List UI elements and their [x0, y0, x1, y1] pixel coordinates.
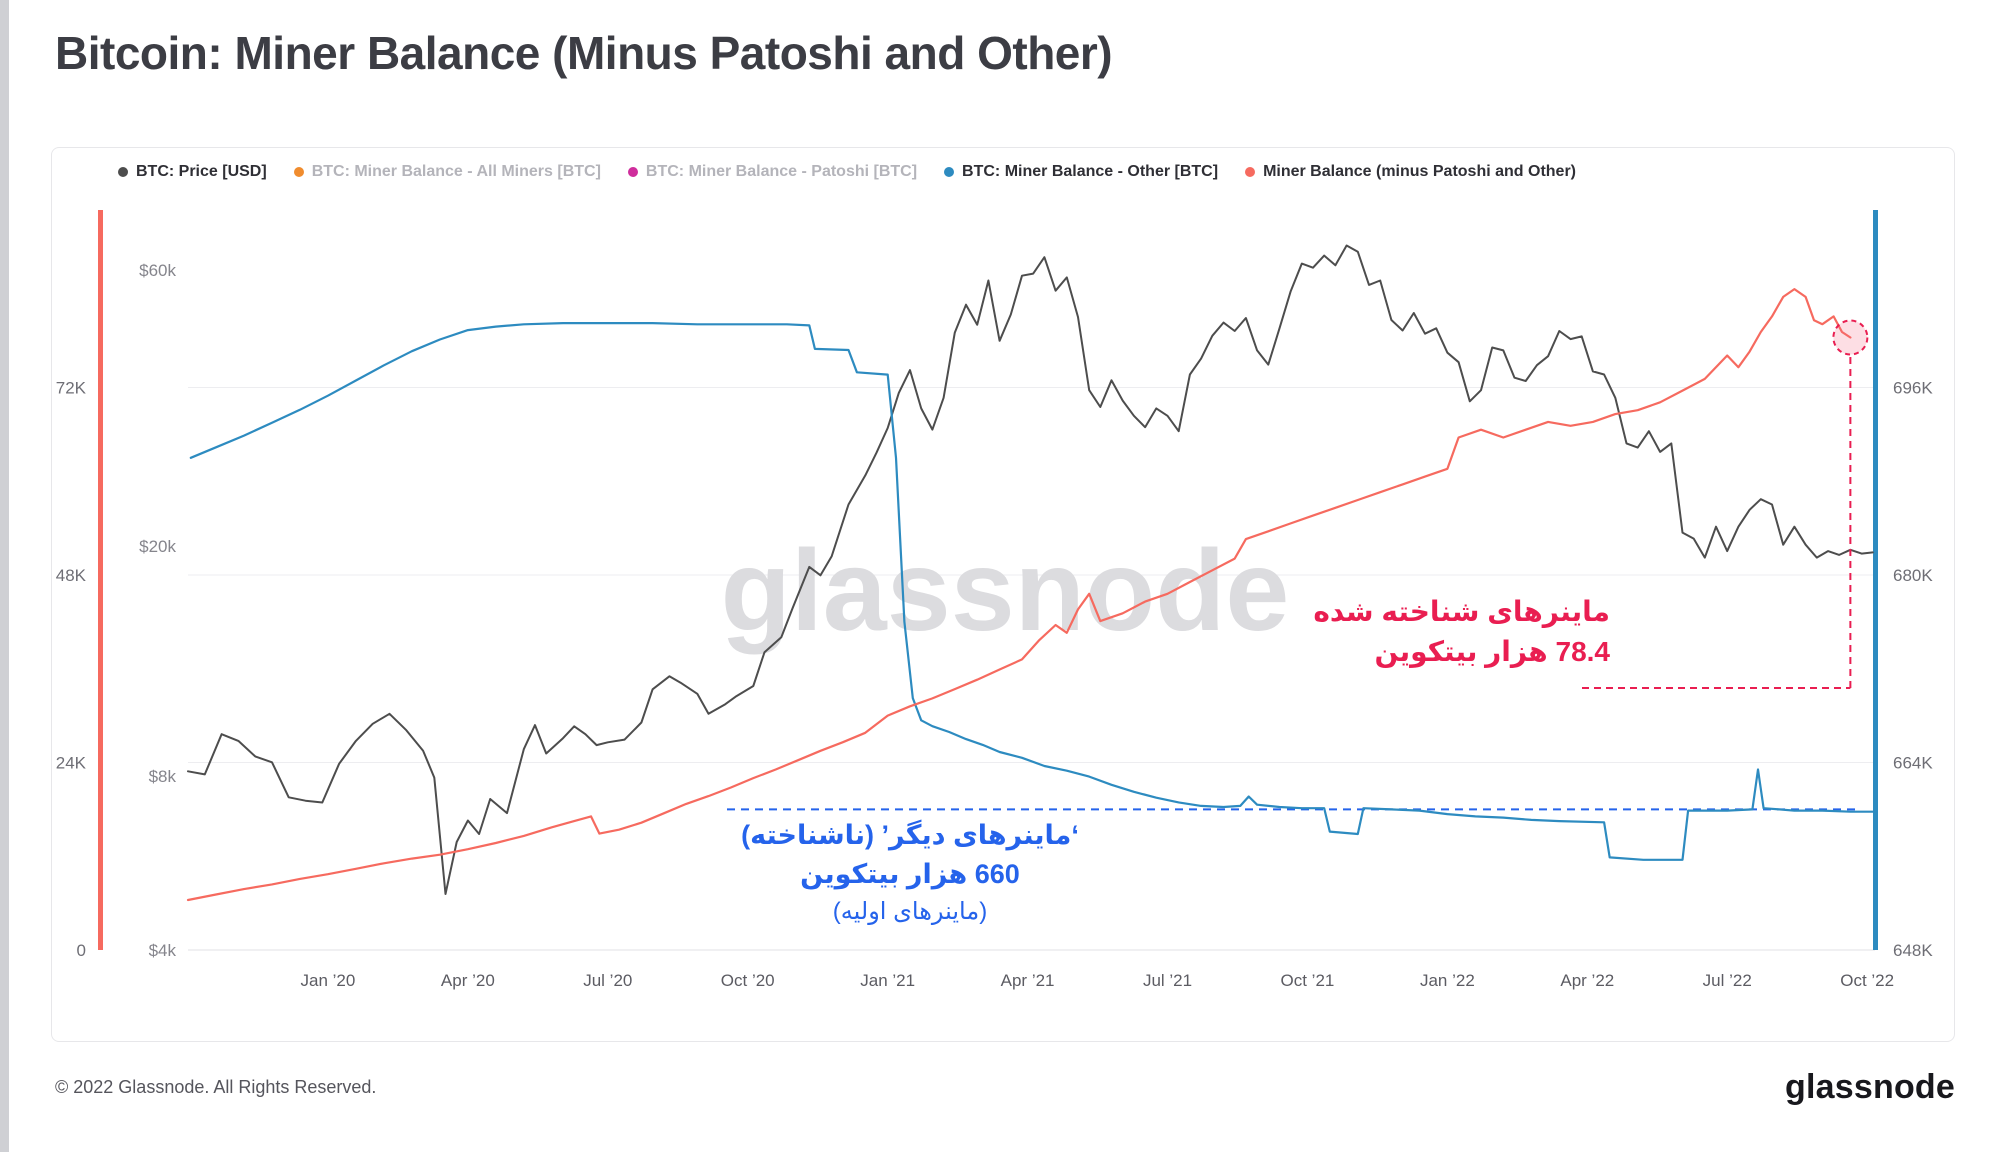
legend-label: Miner Balance (minus Patoshi and Other)	[1263, 163, 1577, 180]
annotation-other-miners: ‘ماینرهای دیگر’ (ناشناخته) 660 هزار بیتک…	[690, 816, 1130, 930]
right-axis-label: 696K	[1893, 379, 1933, 398]
x-axis-label: Apr ’22	[1560, 971, 1614, 990]
x-axis-label: Oct ’21	[1281, 971, 1335, 990]
right-axis-color-bar	[1873, 210, 1878, 950]
legend-item-all-miners[interactable]: BTC: Miner Balance - All Miners [BTC]	[293, 163, 601, 181]
chart-card	[51, 147, 1955, 1042]
series-balance-minus	[186, 288, 1852, 902]
price-axis-label: $8k	[149, 767, 177, 786]
left-axis-color-bar	[98, 210, 103, 950]
x-axis-label: Jan ’22	[1420, 971, 1475, 990]
legend-item-patoshi[interactable]: BTC: Miner Balance - Patoshi [BTC]	[627, 163, 918, 181]
x-axis-label: Jul ’21	[1143, 971, 1192, 990]
legend-item-balance-minus[interactable]: Miner Balance (minus Patoshi and Other)	[1245, 163, 1576, 181]
legend-item-price[interactable]: BTC: Price [USD]	[118, 163, 267, 181]
left-axis-label: 72K	[56, 379, 87, 398]
legend-dot-patoshi	[627, 167, 638, 177]
x-axis-label: Apr ’21	[1001, 971, 1055, 990]
right-axis-label: 680K	[1893, 566, 1933, 585]
copyright-text: © 2022 Glassnode. All Rights Reserved.	[55, 1077, 377, 1097]
page-title: Bitcoin: Miner Balance (Minus Patoshi an…	[55, 27, 1113, 79]
annotation-other-miners-line2: 660 هزار بیتکوین	[800, 859, 1020, 889]
series-price	[187, 244, 1874, 895]
x-axis-label: Oct ’22	[1840, 971, 1894, 990]
glassnode-logo: glassnode	[1785, 1068, 1955, 1106]
right-axis-label: 664K	[1893, 754, 1933, 773]
highlight-circle	[1832, 319, 1869, 356]
price-axis-label: $60k	[139, 261, 176, 280]
x-axis-label: Jul ’20	[583, 971, 632, 990]
legend-label: BTC: Miner Balance - Other [BTC]	[962, 163, 1219, 180]
legend-dot-all-miners	[293, 167, 304, 177]
legend-label: BTC: Miner Balance - Patoshi [BTC]	[645, 163, 918, 180]
right-axis-label: 648K	[1893, 941, 1933, 960]
x-axis-label: Apr ’20	[441, 971, 495, 990]
x-axis-label: Jan ’20	[301, 971, 356, 990]
price-axis-label: $20k	[139, 537, 176, 556]
footer: © 2022 Glassnode. All Rights Reserved. g…	[55, 1068, 1955, 1107]
legend-dot-balance-minus	[1245, 167, 1256, 177]
glassnode-watermark: glassnode	[721, 527, 1290, 655]
legend-item-other[interactable]: BTC: Miner Balance - Other [BTC]	[944, 163, 1218, 181]
annotation-other-miners-line3: (ماینرهای اولیه)	[832, 898, 988, 925]
x-axis-label: Jul ’22	[1703, 971, 1752, 990]
x-axis-label: Oct ’20	[721, 971, 775, 990]
x-axis-label: Jan ’21	[860, 971, 915, 990]
legend-label: BTC: Miner Balance - All Miners [BTC]	[311, 163, 601, 180]
left-axis-label: 48K	[56, 566, 87, 585]
annotation-known-miners: ماینرهای شناخته شده 78.4 هزار بیتکوین	[1240, 592, 1610, 672]
price-axis-label: $4k	[149, 941, 177, 960]
annotation-other-miners-line1: ‘ماینرهای دیگر’ (ناشناخته)	[741, 820, 1079, 850]
legend-label: BTC: Price [USD]	[136, 163, 267, 180]
legend-dot-other	[944, 167, 955, 177]
chart-legend: BTC: Price [USD] BTC: Miner Balance - All…	[118, 163, 1576, 181]
legend-dot-price	[118, 167, 128, 177]
window-edge-strip	[0, 0, 9, 1152]
left-axis-label: 0	[77, 941, 86, 960]
annotation-known-miners-line1: ماینرهای شناخته شده	[1313, 596, 1610, 627]
left-axis-label: 24K	[56, 754, 87, 773]
annotation-known-miners-line2: 78.4 هزار بیتکوین	[1374, 636, 1610, 667]
series-other	[189, 322, 1874, 861]
